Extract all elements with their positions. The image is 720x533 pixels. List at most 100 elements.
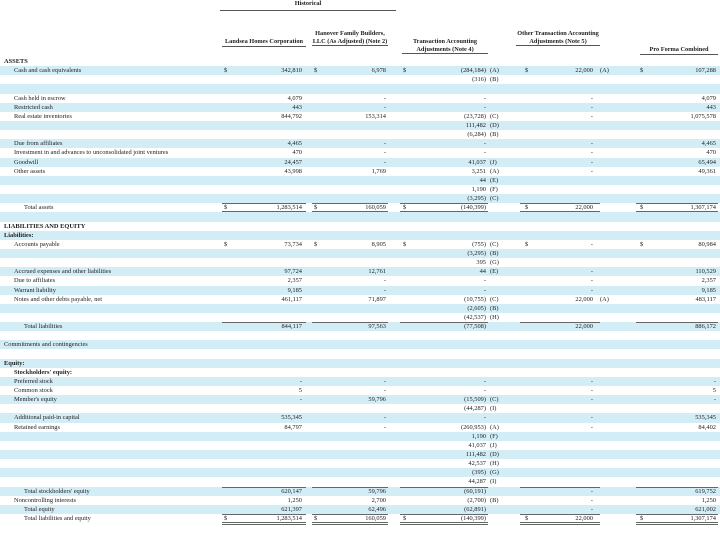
cell-value: 73,734 [284, 240, 302, 248]
row-label: Noncontrolling interests [14, 496, 76, 504]
note-reference: (D) [490, 121, 499, 129]
total-rule [520, 486, 600, 488]
cell-value: - [483, 286, 486, 294]
total-rule [222, 322, 306, 324]
dollar-sign: $ [403, 515, 407, 522]
note-reference: (B) [490, 131, 499, 139]
cell-value: 160,059 [365, 515, 386, 522]
cell-value: 535,345 [281, 414, 302, 422]
cell-value: 41,037 [468, 441, 486, 449]
cell-value: (60,191) [464, 487, 486, 495]
row-label: Total liabilities [24, 323, 63, 331]
cell-value: 97,563 [368, 323, 386, 331]
table-row: (2,605) (B) [0, 303, 720, 313]
cell-value: 22,000 [575, 67, 593, 75]
table-row: Total liabilities and equity $1,283,514 $1… [0, 514, 720, 525]
row-label: Accounts payable [14, 240, 60, 248]
note-reference: (D) [490, 451, 499, 459]
note-reference: (H) [490, 313, 499, 321]
dollar-sign: $ [525, 240, 529, 248]
cell-value: 111,482 [465, 451, 486, 459]
total-rule [222, 203, 306, 205]
cell-value: (284,184) [460, 67, 486, 75]
row-label: Total equity [24, 505, 55, 513]
total-rule [312, 486, 388, 488]
cell-value: 342,810 [281, 67, 302, 75]
cell-value: (6,284) [467, 131, 486, 139]
row-label: Real estate inventories [14, 112, 72, 120]
cell-value: - [383, 286, 386, 294]
cell-value: - [590, 167, 593, 175]
total-rule [636, 322, 718, 324]
total-rule [636, 203, 718, 205]
cell-value: 84,797 [284, 423, 302, 431]
cell-value: (62,891) [464, 505, 486, 513]
cell-value: - [590, 423, 593, 431]
double-underline [312, 522, 388, 525]
dollar-sign: $ [224, 67, 228, 75]
note-reference: (B) [490, 304, 499, 312]
dollar-sign: $ [403, 67, 407, 75]
cell-value: 42,537 [468, 460, 486, 468]
double-underline [520, 522, 600, 525]
table-row: Stockholders' equity: [0, 368, 720, 377]
cell-value: - [383, 140, 386, 148]
table-row: Noncontrolling interests 1,250 2,700 (2,700… [0, 496, 720, 505]
note-reference: (E) [490, 176, 499, 184]
cell-value: 4,079 [701, 94, 716, 102]
cell-value: 6,978 [371, 67, 386, 75]
dollar-sign: $ [403, 240, 407, 248]
table-row: Preferred stock - - - - - [0, 376, 720, 387]
cell-value: 110,529 [695, 268, 716, 276]
cell-value: - [483, 277, 486, 285]
row-label: Restricted cash [14, 103, 53, 111]
cell-value: 1,190 [471, 185, 486, 193]
total-rule [400, 322, 488, 324]
cell-value: 470 [706, 149, 716, 157]
cell-value: 620,147 [281, 487, 302, 495]
note-reference: (J) [490, 158, 497, 166]
cell-value: 5 [298, 387, 302, 395]
row-label: Cash held in escrow [14, 94, 66, 102]
cell-value: (260,953) [460, 423, 486, 431]
cell-value: 2,357 [287, 277, 302, 285]
cell-value: 844,117 [281, 323, 302, 331]
cell-value: (10,755) [464, 295, 486, 303]
cell-value: - [590, 140, 593, 148]
table-row [0, 349, 720, 358]
row-label: LIABILITIES AND EQUITY [4, 222, 86, 230]
cell-value: 44,287 [468, 478, 486, 486]
dollar-sign: $ [525, 515, 529, 522]
cell-value: - [590, 377, 593, 385]
cell-value: 71,897 [368, 295, 386, 303]
cell-value: - [383, 387, 386, 395]
cell-value: 24,457 [284, 158, 302, 166]
cell-value: (2,605) [467, 304, 486, 312]
note-reference: (A) [600, 295, 609, 303]
cell-value: 65,494 [698, 158, 716, 166]
table-row: Equity: [0, 358, 720, 368]
dollar-sign: $ [224, 240, 228, 248]
cell-value: - [590, 277, 593, 285]
cell-value: - [383, 423, 386, 431]
table-row: Total assets $1,283,514 $160,059 $ (140,399)… [0, 203, 720, 215]
row-label: Accrued expenses and other liabilities [14, 268, 112, 276]
table-row: (3,295) (C) [0, 194, 720, 204]
table-row: Cash and cash equivalents $342,810 $6,978 $… [0, 66, 720, 76]
cell-value: - [383, 158, 386, 166]
total-rule [400, 203, 488, 205]
table-row: Notes and other debts payable, net 461,11… [0, 295, 720, 304]
cell-value: 44 [479, 176, 486, 184]
row-label: Equity: [4, 359, 25, 367]
row-label: Notes and other debts payable, net [14, 295, 103, 303]
cell-value: - [383, 103, 386, 111]
table-row: 44 (E) [0, 175, 720, 185]
cell-value: 535,345 [695, 414, 716, 422]
note-reference: (A) [490, 423, 499, 431]
cell-value: - [590, 387, 593, 395]
cell-value: (316) [472, 76, 486, 84]
cell-value: 470 [292, 149, 302, 157]
cell-value: - [383, 149, 386, 157]
total-rule [222, 486, 306, 488]
cell-value: (140,399) [460, 515, 486, 522]
